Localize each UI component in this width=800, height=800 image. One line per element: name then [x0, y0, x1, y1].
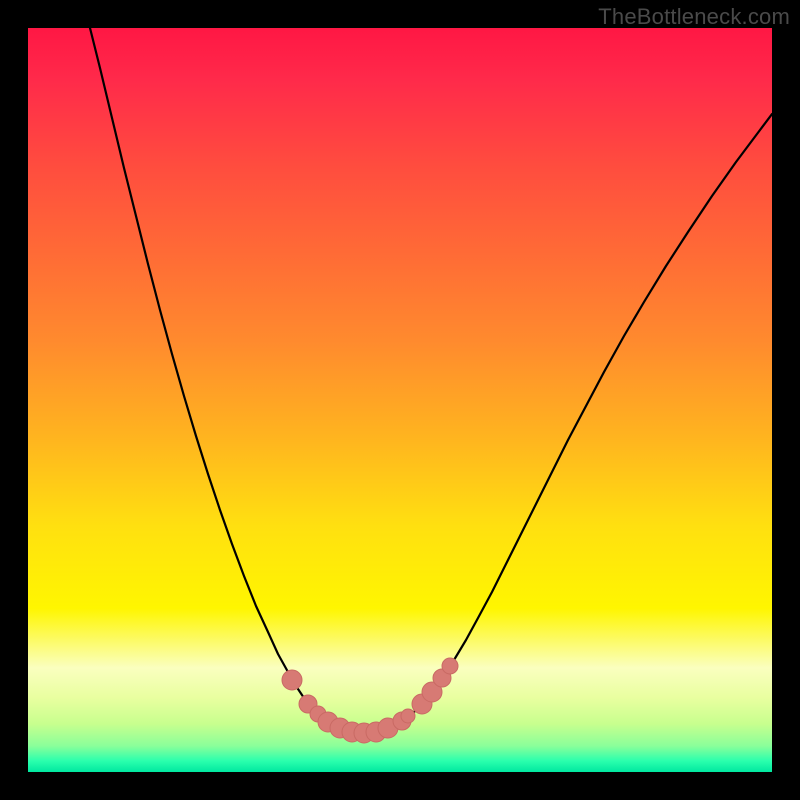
- watermark-text: TheBottleneck.com: [598, 4, 790, 30]
- chart-frame: TheBottleneck.com: [0, 0, 800, 800]
- chart-svg: [0, 0, 800, 800]
- data-marker: [442, 658, 458, 674]
- data-marker: [282, 670, 302, 690]
- data-marker: [401, 709, 415, 723]
- plot-background: [28, 28, 772, 772]
